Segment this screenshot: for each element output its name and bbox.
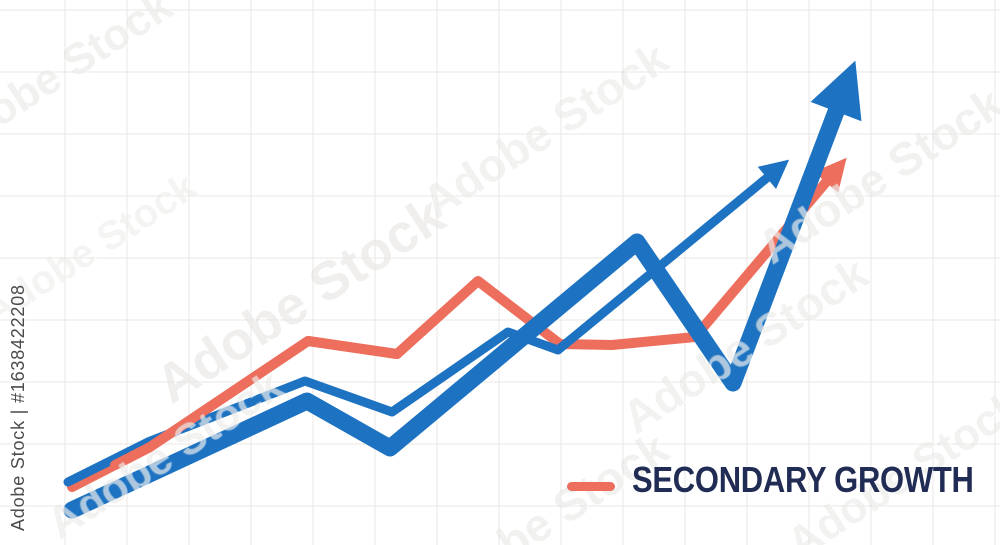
legend-label: SECONDARY GROWTH	[632, 459, 974, 500]
series-thin-blue-growth	[63, 159, 790, 487]
series-primary-growth-thick	[63, 60, 862, 519]
legend-line-swatch	[567, 482, 615, 491]
trend-lines	[63, 60, 862, 519]
adobe-stock-id-label: Adobe Stock | #1638422208	[8, 284, 28, 531]
series-secondary-growth-overlap	[110, 336, 402, 470]
